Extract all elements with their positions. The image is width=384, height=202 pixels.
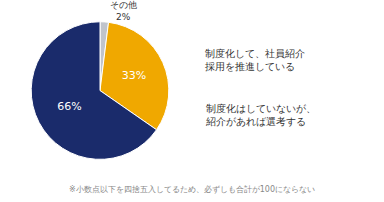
svg-text:66%: 66% [57, 100, 81, 113]
svg-text:33%: 33% [122, 69, 146, 82]
svg-text:制度化はしていないが、紹介があれば選考する: 制度化はしていないが、紹介があれば選考する [205, 103, 316, 127]
svg-text:※小数点以下を四捨五入してるため、必ずしも合計が100になら: ※小数点以下を四捨五入してるため、必ずしも合計が100にならない [69, 185, 315, 194]
svg-text:制度化して、社員紹介採用を推進している: 制度化して、社員紹介採用を推進している [205, 48, 305, 72]
svg-text:その他2%: その他2% [110, 0, 137, 22]
